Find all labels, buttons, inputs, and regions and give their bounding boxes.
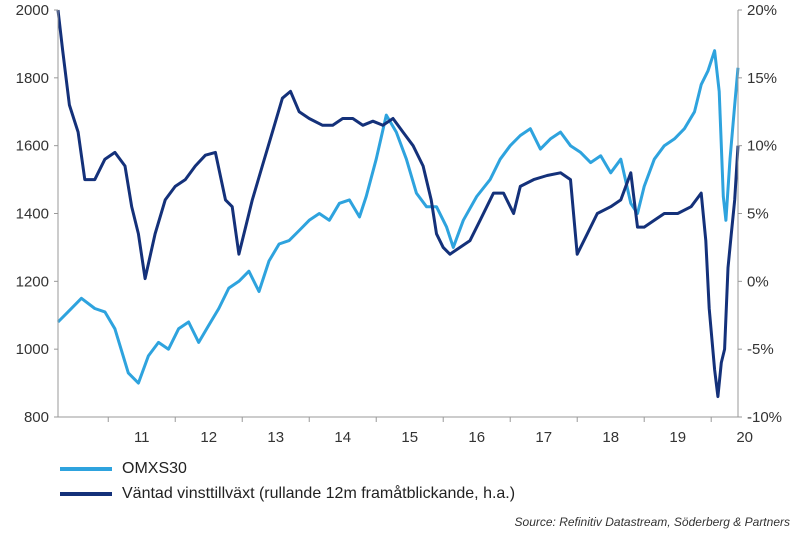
y-right-tick-label: 0% [747,273,769,290]
legend-swatch-omxs30 [60,467,112,471]
legend-item-earnings-growth: Väntad vinsttillväxt (rullande 12m framå… [60,485,515,503]
y-right-tick-label: 20% [747,2,777,19]
x-tick-label: 14 [334,429,351,446]
legend-label-earnings-growth: Väntad vinsttillväxt (rullande 12m framå… [122,485,516,502]
y-left-tick-label: 800 [24,409,49,426]
ticks-layer: 800 1000 1200 1400 1600 1800 2000 -10% -5% 0% 5% 10… [16,2,782,446]
y-left-tick-label: 2000 [16,2,49,19]
y-left-tick-label: 1200 [16,273,49,290]
chart: 800 1000 1200 1400 1600 1800 2000 -10% -5% 0% 5% 10… [16,2,782,446]
series-layer [56,9,740,399]
x-tick-label: 12 [200,429,217,446]
series-line-omxs30 [56,49,740,385]
x-tick-label: 20 [736,429,753,446]
y-left-tick-label: 1000 [16,341,49,358]
y-right-tick-label: 10% [747,138,777,155]
legend-swatch-earnings-growth [60,492,112,496]
legend-item-omxs30: OMXS30 [60,460,187,478]
x-tick-label: 15 [401,429,418,446]
y-left-tick-label: 1800 [16,70,49,87]
y-right-tick-label: 15% [747,70,777,87]
series-line-earnings-growth [56,9,740,399]
x-tick-label: 19 [669,429,686,446]
x-tick-label: 17 [535,429,552,446]
y-right-tick-label: -10% [747,409,782,426]
y-right-tick-label: -5% [747,341,774,358]
y-left-tick-label: 1400 [16,206,49,223]
legend-label-omxs30: OMXS30 [122,460,187,477]
y-right-tick-label: 5% [747,206,769,223]
x-tick-label: 18 [602,429,619,446]
x-tick-label: 16 [468,429,485,446]
y-left-tick-label: 1600 [16,138,49,155]
x-tick-label: 13 [267,429,284,446]
x-tick-label: 11 [134,429,150,446]
source-note: Source: Refinitiv Datastream, Söderberg … [514,515,790,529]
